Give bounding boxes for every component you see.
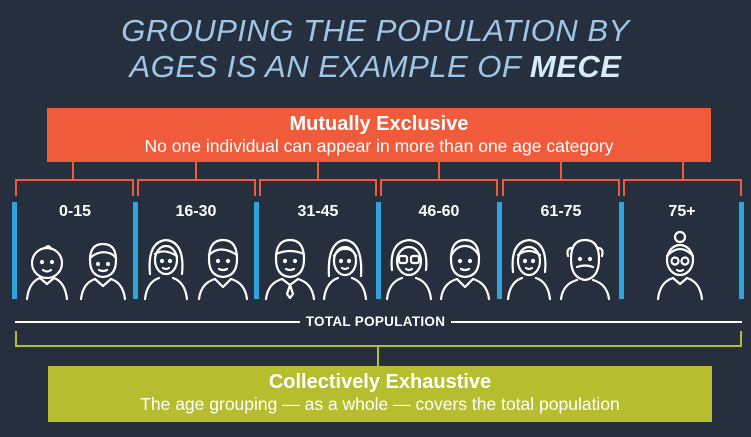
divider-7 (739, 202, 744, 299)
age-group-label-0-15: 0-15 (58, 203, 92, 220)
title-line-1: GROUPING THE POPULATION BY (121, 13, 630, 48)
bearded-man-face-icon (559, 238, 611, 301)
man-with-tie-face-icon (264, 238, 316, 301)
age-group-label-31-45: 31-45 (297, 203, 339, 220)
age-group-label-75-plus: 75+ (668, 203, 696, 220)
divider-2 (133, 202, 138, 299)
bracket-group-1 (15, 179, 134, 196)
divider-1 (12, 202, 17, 299)
mutually-exclusive-description: No one individual can appear in more tha… (144, 136, 614, 156)
orange-brackets (15, 162, 742, 196)
bracket-group-4 (380, 179, 498, 196)
older-woman-face-icon (506, 238, 552, 301)
divider-3 (254, 202, 259, 299)
divider-6 (619, 202, 624, 299)
woman-face-icon (322, 238, 368, 301)
total-population: TOTAL POPULATION (0, 313, 751, 331)
baby-face-icon (25, 245, 69, 301)
boy-face-icon (79, 242, 127, 301)
title-mece: MECE (529, 49, 622, 84)
young-woman-face-icon (143, 238, 189, 301)
age-group-label-16-30: 16-30 (175, 203, 217, 220)
age-group-label-61-75: 61-75 (540, 203, 582, 220)
collectively-exhaustive-description: The age grouping — as a whole — covers t… (140, 394, 620, 414)
collectively-exhaustive-heading: Collectively Exhaustive (268, 371, 492, 393)
woman-with-glasses-face-icon (385, 238, 433, 301)
mutually-exclusive-box: Mutually Exclusive No one individual can… (47, 108, 711, 162)
bracket-group-3 (259, 179, 377, 196)
blue-dividers (12, 202, 744, 299)
age-group-label-46-60: 46-60 (418, 203, 460, 220)
divider-5 (497, 202, 502, 299)
divider-4 (376, 202, 381, 299)
total-population-label: TOTAL POPULATION (299, 314, 452, 329)
man-face-icon (439, 238, 491, 301)
green-bracket (15, 331, 742, 366)
title-line-2: AGES IS AN EXAMPLE OF MECE (0, 50, 751, 84)
collectively-exhaustive-box: Collectively Exhaustive The age grouping… (48, 366, 712, 422)
bracket-group-6 (623, 179, 742, 196)
elderly-woman-bun-glasses-face-icon (656, 230, 704, 301)
young-man-face-icon (197, 238, 249, 301)
mutually-exclusive-heading: Mutually Exclusive (289, 113, 469, 135)
bracket-group-5 (502, 179, 620, 196)
title-line-2-prefix: AGES IS AN EXAMPLE OF (129, 49, 530, 84)
bracket-group-2 (137, 179, 256, 196)
